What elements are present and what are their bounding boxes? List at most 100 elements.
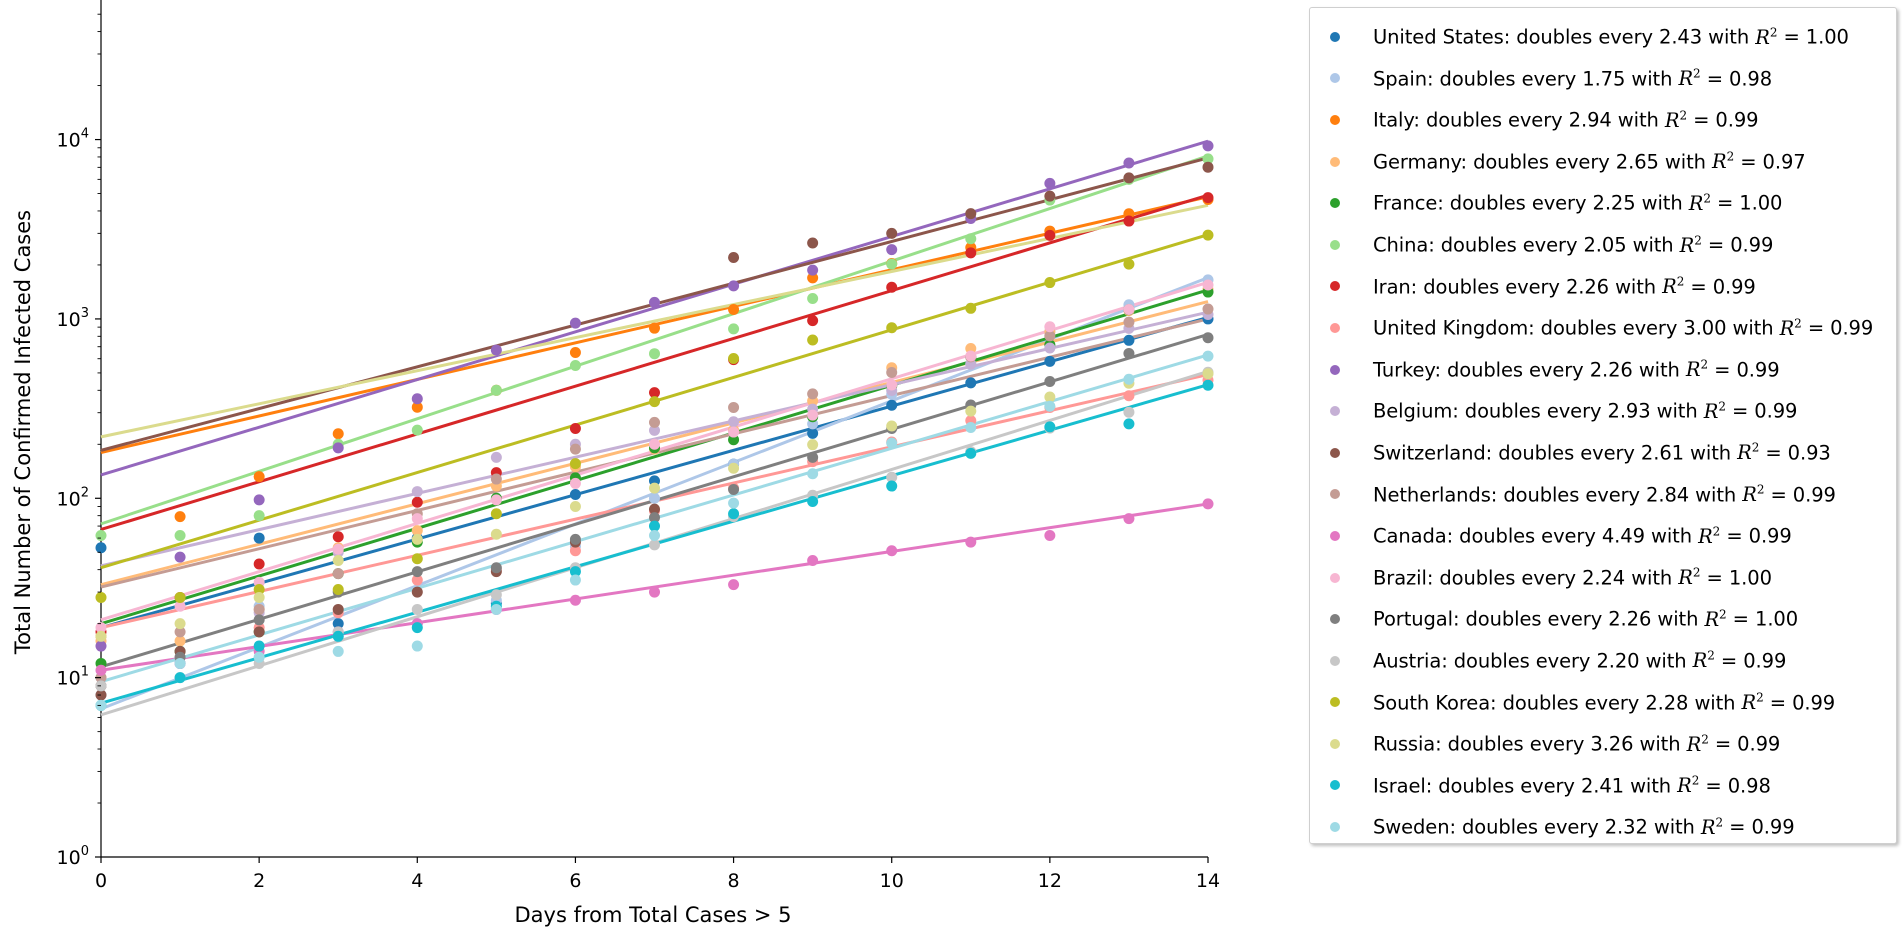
point-turkey — [649, 296, 660, 308]
x-tick-label: 12 — [1038, 870, 1062, 892]
point-united-states — [886, 399, 898, 411]
point-germany — [174, 635, 186, 647]
legend-r2-symbol: R2 — [1698, 524, 1721, 548]
point-switzerland — [1123, 172, 1135, 184]
point-switzerland — [253, 626, 265, 638]
point-italy — [332, 428, 344, 440]
point-russia — [95, 630, 107, 642]
point-iran — [332, 531, 344, 543]
legend-label-prefix: China: doubles every 2.05 with — [1373, 233, 1680, 257]
legend-r2-symbol: R2 — [1703, 399, 1726, 423]
legend-label-prefix: Spain: doubles every 1.75 with — [1373, 67, 1679, 91]
point-russia — [1044, 391, 1056, 403]
point-israel — [1123, 418, 1135, 430]
legend-r2-symbol: R2 — [1755, 25, 1778, 49]
point-brazil — [728, 426, 740, 438]
legend-label-russia: Russia: doubles every 3.26 with R2 = 0.9… — [1373, 732, 1780, 756]
point-south-korea — [332, 584, 344, 596]
point-portugal — [1202, 332, 1214, 344]
legend-item-spain: Spain: doubles every 1.75 with R2 = 0.98 — [1330, 58, 1896, 100]
point-austria — [1123, 406, 1135, 418]
point-russia — [1202, 368, 1214, 380]
point-brazil — [95, 622, 107, 634]
point-united-states — [965, 377, 977, 389]
point-israel — [649, 520, 660, 532]
point-iran — [1123, 215, 1135, 227]
legend-label-prefix: Iran: doubles every 2.26 with — [1373, 275, 1663, 299]
x-tick-label: 6 — [569, 870, 581, 892]
legend-label-canada: Canada: doubles every 4.49 with R2 = 0.9… — [1373, 524, 1792, 548]
point-netherlands — [253, 603, 265, 615]
fit-line-turkey — [100, 139, 1209, 477]
point-south-korea — [174, 591, 186, 603]
point-united-kingdom — [411, 574, 423, 586]
legend-label-prefix: Belgium: doubles every 2.93 with — [1373, 399, 1704, 423]
point-belgium — [649, 424, 660, 436]
point-china — [807, 292, 819, 304]
point-israel — [253, 640, 265, 652]
point-south-korea — [95, 591, 107, 603]
legend-item-sweden: Sweden: doubles every 2.32 with R2 = 0.9… — [1330, 806, 1896, 848]
point-china — [1202, 153, 1214, 165]
legend-marker-south-korea — [1330, 697, 1340, 708]
x-tick-label: 8 — [728, 870, 740, 892]
point-canada — [886, 545, 898, 557]
legend-item-china: China: doubles every 2.05 with R2 = 0.99 — [1330, 224, 1896, 266]
point-south-korea — [569, 458, 581, 470]
legend-label-spain: Spain: doubles every 1.75 with R2 = 0.98 — [1373, 67, 1772, 91]
point-china — [569, 359, 581, 371]
legend-label-prefix: United Kingdom: doubles every 3.00 with — [1373, 316, 1780, 340]
point-russia — [728, 462, 740, 474]
legend-label-italy: Italy: doubles every 2.94 with R2 = 0.99 — [1373, 108, 1759, 132]
point-belgium — [1044, 342, 1056, 354]
point-portugal — [490, 562, 502, 574]
legend-marker-sweden — [1330, 822, 1340, 833]
legend-label-prefix: Italy: doubles every 2.94 with — [1373, 108, 1665, 132]
point-belgium — [490, 451, 502, 463]
legend-label-prefix: Russia: doubles every 3.26 with — [1373, 732, 1687, 756]
point-russia — [332, 554, 344, 566]
legend-label-israel: Israel: doubles every 2.41 with R2 = 0.9… — [1373, 774, 1771, 798]
legend-marker-portugal — [1330, 614, 1340, 625]
legend-r2-symbol: R2 — [1704, 607, 1727, 631]
point-iran — [1044, 229, 1056, 241]
point-brazil — [569, 477, 581, 489]
point-sweden — [1123, 373, 1135, 385]
point-iran — [1202, 192, 1214, 204]
point-united-states — [807, 427, 819, 439]
point-russia — [411, 533, 423, 545]
point-sweden — [569, 574, 581, 586]
point-china — [253, 510, 265, 522]
legend-marker-france — [1330, 198, 1340, 209]
legend-label-prefix: Switzerland: doubles every 2.61 with — [1373, 441, 1738, 465]
point-israel — [728, 508, 740, 520]
point-italy — [174, 511, 186, 523]
legend-marker-spain — [1330, 73, 1340, 84]
point-russia — [886, 420, 898, 432]
legend-r2-symbol: R2 — [1678, 565, 1701, 590]
legend-label-portugal: Portugal: doubles every 2.26 with R2 = 1… — [1373, 607, 1798, 631]
point-brazil — [332, 543, 344, 555]
point-turkey — [95, 640, 107, 652]
fit-line-iran — [100, 193, 1209, 531]
legend-label-sweden: Sweden: doubles every 2.32 with R2 = 0.9… — [1373, 815, 1795, 839]
point-turkey — [569, 317, 581, 329]
point-netherlands — [1202, 303, 1214, 315]
point-switzerland — [965, 208, 977, 220]
legend-r2-value: = 1.00 — [1726, 607, 1799, 631]
legend-r2-value: = 0.98 — [1699, 774, 1771, 798]
point-israel — [965, 447, 977, 459]
legend-item-israel: Israel: doubles every 2.41 with R2 = 0.9… — [1330, 765, 1896, 807]
legend-r2-value: = 0.99 — [1764, 483, 1836, 507]
legend-label-austria: Austria: doubles every 2.20 with R2 = 0.… — [1373, 649, 1786, 673]
fit-line-united-states — [100, 315, 1209, 630]
legend-r2-symbol: R2 — [1664, 108, 1687, 132]
legend-label-netherlands: Netherlands: doubles every 2.84 with R2 … — [1373, 483, 1836, 507]
point-sweden — [1044, 400, 1056, 412]
legend-label-prefix: Austria: doubles every 2.20 with — [1373, 649, 1693, 673]
point-turkey — [411, 393, 423, 405]
legend-label-brazil: Brazil: doubles every 2.24 with R2 = 1.0… — [1373, 566, 1772, 590]
point-united-states — [95, 542, 107, 554]
legend-label-prefix: Netherlands: doubles every 2.84 with — [1373, 483, 1743, 507]
legend-label-united-states: United States: doubles every 2.43 with R… — [1373, 25, 1849, 49]
